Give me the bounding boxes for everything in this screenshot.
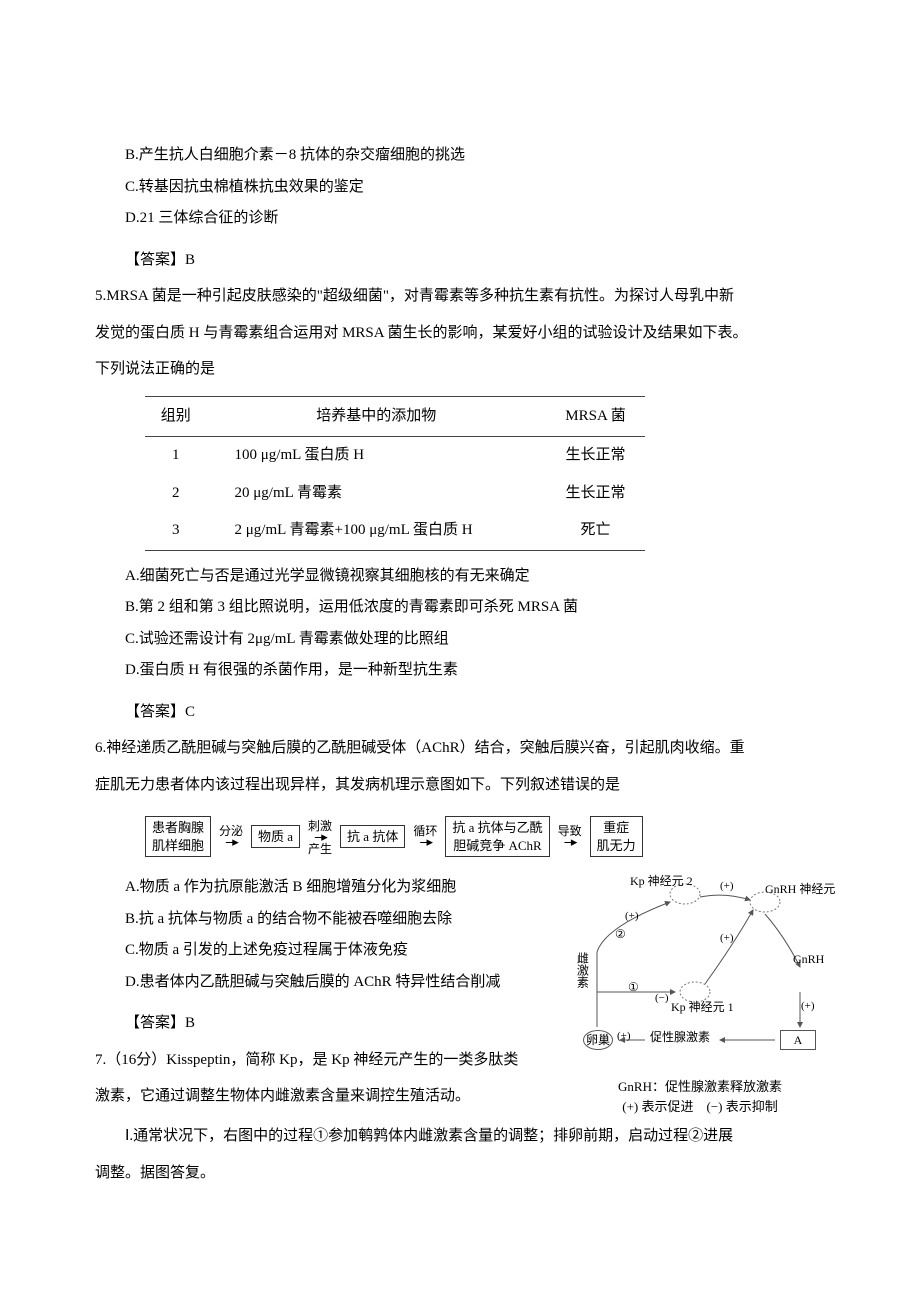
q5-stem-line2: 发觉的蛋白质 H 与青霉素组合运用对 MRSA 菌生长的影响，某爱好小组的试验设…: [95, 318, 825, 350]
q5-option-b: B.第 2 组和第 3 组比照说明，运用低浓度的青霉素即可杀死 MRSA 菌: [95, 592, 825, 624]
q5-th-additive: 培养基中的添加物: [207, 396, 547, 437]
q5-cell: 生长正常: [546, 437, 645, 475]
kp-label-gnrh: GnRH: [793, 952, 824, 966]
q4-answer: 【答案】B: [95, 245, 825, 277]
flow-label: 重症: [603, 820, 629, 835]
q5-stem-line1: 5.MRSA 菌是一种引起皮肤感染的"超级细菌"，对青霉素等多种抗生素有抗性。为…: [95, 281, 825, 313]
q5-table: 组别 培养基中的添加物 MRSA 菌 1 100 μg/mL 蛋白质 H 生长正…: [145, 396, 645, 551]
q6-stem-line1: 6.神经递质乙酰胆碱与突触后膜的乙酰胆碱受体（AChR）结合，突触后膜兴奋，引起…: [95, 733, 825, 765]
kp-label-circle1: ①: [628, 980, 639, 994]
flow-arrow: 分泌 ---▸: [213, 825, 249, 848]
kp-sign-plus: (+): [720, 880, 734, 893]
kp-label-kp1: Kp 神经元 1: [671, 1000, 734, 1014]
q5-th-group: 组别: [145, 396, 207, 437]
q6-option-d: D.患者体内乙酰胆碱与突触后膜的 AChR 特异性结合削减: [95, 967, 567, 999]
q5-cell: 100 μg/mL 蛋白质 H: [207, 437, 547, 475]
kp-sign-minus: (−): [655, 992, 669, 1005]
q7-stem-line3: Ⅰ.通常状况下，右图中的过程①参加鹌鹑体内雌激素含量的调整；排卵前期，启动过程②…: [95, 1121, 825, 1153]
q6-stem-line2: 症肌无力患者体内该过程出现异样，其发病机理示意图如下。下列叙述错误的是: [95, 770, 825, 802]
q5-cell: 3: [145, 512, 207, 550]
q5-cell: 20 μg/mL 青霉素: [207, 475, 547, 513]
q5-cell: 2 μg/mL 青霉素+100 μg/mL 蛋白质 H: [207, 512, 547, 550]
kp-node-a: A: [780, 1030, 816, 1050]
q7-diagram-caption: GnRH：促性腺激素释放激素 (+) 表示促进 (−) 表示抑制: [575, 1077, 825, 1116]
kp-label-estrogen: 雌激素: [575, 952, 589, 988]
q6-option-b: B.抗 a 抗体与物质 a 的结合物不能被吞噬细胞去除: [95, 904, 567, 936]
q4-option-b: B.产生抗人白细胞介素－8 抗体的杂交瘤细胞的挑选: [95, 140, 825, 172]
q7-stem-line1: 7.（16分）Kisspeptin，简称 Kp，是 Kp 神经元产生的一类多肽类: [95, 1045, 567, 1077]
q4-option-d: D.21 三体综合征的诊断: [95, 203, 825, 235]
dashed-arrow-icon: ---▸: [564, 835, 576, 848]
table-row: 2 20 μg/mL 青霉素 生长正常: [145, 475, 645, 513]
flow-arrow-label: 产生: [308, 843, 332, 855]
flow-box-antibody: 抗 a 抗体: [340, 825, 405, 849]
flow-label: 肌无力: [597, 838, 636, 853]
table-row: 1 100 μg/mL 蛋白质 H 生长正常: [145, 437, 645, 475]
flow-label: 患者胸腺: [152, 820, 204, 835]
q5-cell: 1: [145, 437, 207, 475]
q7-stem-line4: 调整。据图答复。: [95, 1158, 825, 1190]
flow-arrow: 导致 ---▸: [552, 825, 588, 848]
kp-label-gonadotropin: 促性腺激素: [650, 1030, 710, 1044]
q5-cell: 2: [145, 475, 207, 513]
q6-answer: 【答案】B: [95, 1008, 567, 1040]
q5-cell: 死亡: [546, 512, 645, 550]
q5-option-d: D.蛋白质 H 有很强的杀菌作用，是一种新型抗生素: [95, 655, 825, 687]
q5-option-a: A.细菌死亡与否是通过光学显微镜视察其细胞核的有无来确定: [95, 561, 825, 593]
flow-box-thymus: 患者胸腺 肌样细胞: [145, 816, 211, 857]
caption-line2: (+) 表示促进 (−) 表示抑制: [622, 1099, 777, 1114]
kp-sign-plus: (+): [617, 1030, 631, 1043]
kp-label-circle2: ②: [615, 927, 626, 941]
kp-sign-plus: (+): [720, 932, 734, 945]
flow-box-compete: 抗 a 抗体与乙酰 胆碱竞争 AChR: [445, 816, 549, 857]
dashed-arrow-icon: ---▸: [225, 835, 237, 848]
q5-stem-line3: 下列说法正确的是: [95, 354, 825, 386]
flow-arrow: 循环 ---▸: [407, 825, 443, 848]
q6-option-c: C.物质 a 引发的上述免疫过程属于体液免疫: [95, 935, 567, 967]
q6-option-a: A.物质 a 作为抗原能激活 B 细胞增殖分化为浆细胞: [95, 872, 567, 904]
kp-node-ovary: 卵巢: [583, 1030, 613, 1050]
kp-label-gnrh-neuron: GnRH 神经元: [765, 882, 835, 896]
q6-flow-diagram: 患者胸腺 肌样细胞 分泌 ---▸ 物质 a 刺激 ---▸ 产生 抗 a 抗体…: [145, 816, 825, 857]
flow-arrow: 刺激 ---▸ 产生: [302, 820, 338, 853]
kp-sign-plus: (+): [801, 1000, 815, 1013]
q4-option-c: C.转基因抗虫棉植株抗虫效果的鉴定: [95, 172, 825, 204]
dashed-arrow-icon: ---▸: [420, 835, 432, 848]
caption-line1: GnRH：促性腺激素释放激素: [618, 1079, 782, 1094]
flow-label: 胆碱竞争 AChR: [453, 838, 541, 853]
q7-kp-diagram: Kp 神经元 2 GnRH 神经元 GnRH Kp 神经元 1 雌激素 卵巢 促…: [575, 872, 825, 1072]
flow-label: 肌样细胞: [152, 838, 204, 853]
kp-label-kp2: Kp 神经元 2: [630, 874, 693, 888]
flow-label: 抗 a 抗体与乙酰: [452, 820, 542, 835]
flow-box-mg: 重症 肌无力: [590, 816, 643, 857]
kp-sign-plus: (+): [625, 910, 639, 923]
q5-cell: 生长正常: [546, 475, 645, 513]
q5-answer: 【答案】C: [95, 697, 825, 729]
q7-stem-line2: 激素，它通过调整生物体内雌激素含量来调控生殖活动。: [95, 1081, 567, 1113]
flow-box-substance-a: 物质 a: [251, 825, 300, 849]
table-row: 3 2 μg/mL 青霉素+100 μg/mL 蛋白质 H 死亡: [145, 512, 645, 550]
q5-option-c: C.试验还需设计有 2μg/mL 青霉素做处理的比照组: [95, 624, 825, 656]
q5-th-mrsa: MRSA 菌: [546, 396, 645, 437]
